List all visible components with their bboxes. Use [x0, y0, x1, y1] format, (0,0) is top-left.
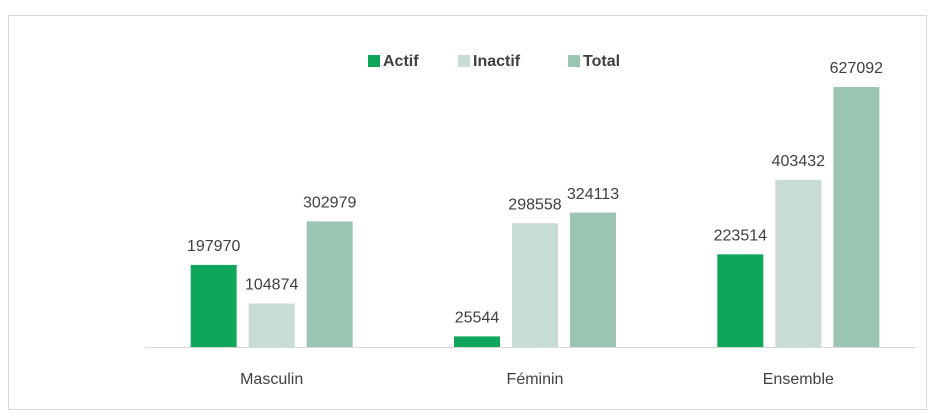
- bar: [248, 303, 295, 347]
- x-tick-label: Ensemble: [763, 371, 834, 388]
- bar: [775, 179, 822, 347]
- bar: [833, 87, 880, 347]
- legend-swatch: [568, 55, 580, 67]
- data-label: 302979: [303, 195, 356, 212]
- bar: [512, 223, 558, 347]
- bar: [454, 336, 500, 347]
- legend-label: Inactif: [473, 53, 521, 70]
- x-tick-label: Féminin: [507, 371, 564, 388]
- data-label: 403432: [772, 153, 825, 170]
- x-tick-label: Masculin: [240, 371, 303, 388]
- legend-swatch: [458, 55, 470, 67]
- legend-label: Actif: [383, 53, 419, 70]
- data-label: 324113: [567, 186, 619, 203]
- data-label: 104874: [245, 277, 298, 294]
- data-label: 298558: [508, 196, 561, 213]
- data-label: 627092: [830, 60, 883, 77]
- bar: [717, 254, 764, 347]
- data-label: 197970: [187, 238, 240, 255]
- legend-label: Total: [583, 53, 620, 70]
- bar: [570, 212, 616, 347]
- bar: [306, 221, 353, 347]
- data-label: 223514: [714, 228, 767, 245]
- legend-swatch: [368, 55, 380, 67]
- bar: [190, 264, 237, 347]
- data-label: 25544: [455, 310, 500, 327]
